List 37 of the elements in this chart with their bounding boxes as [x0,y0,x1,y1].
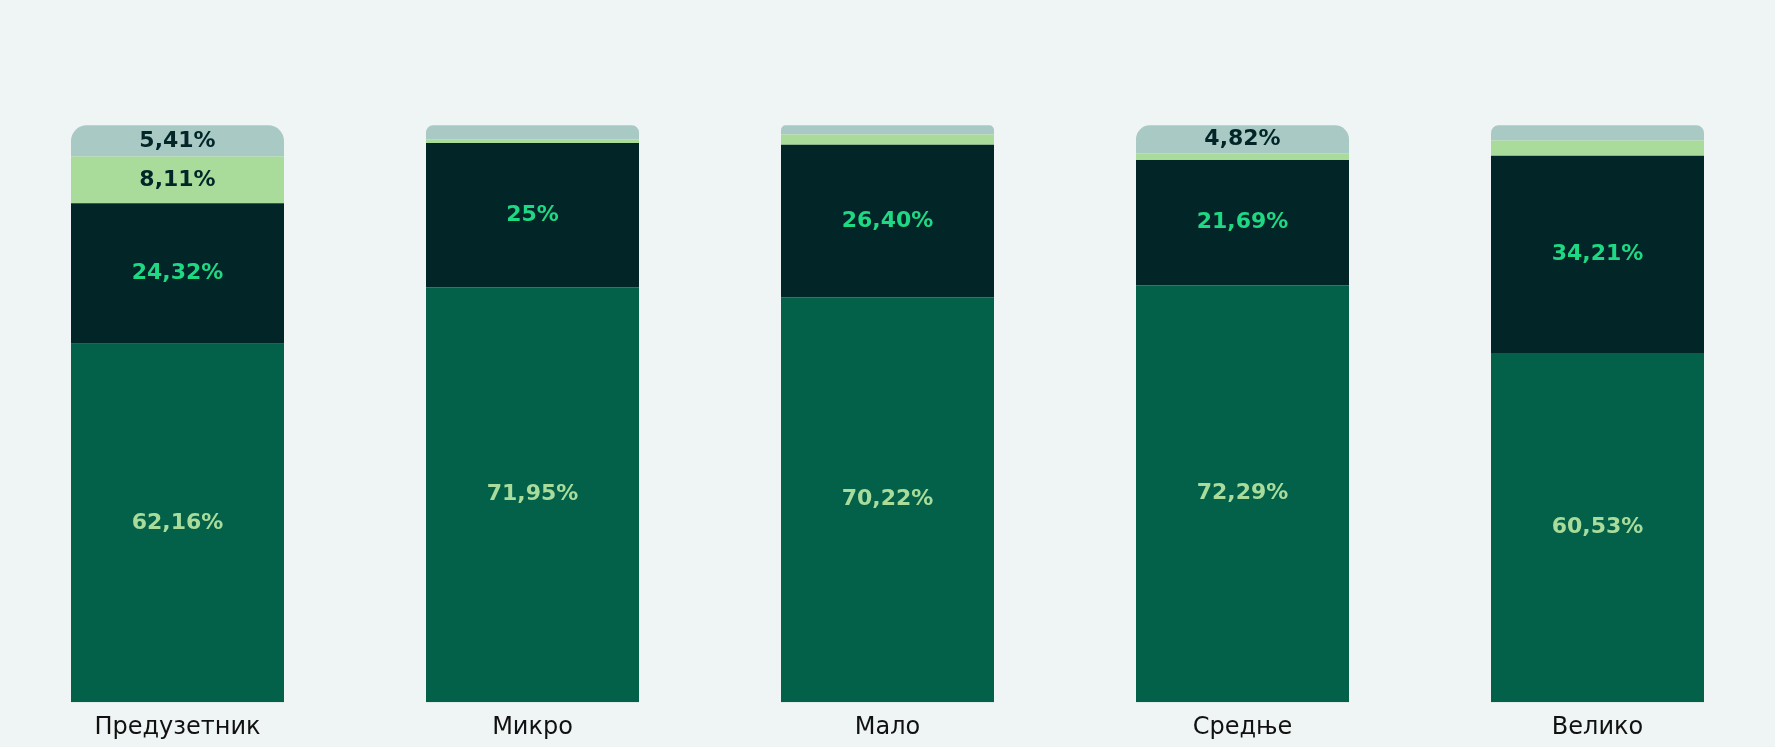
x-tick-label: Мало [854,711,921,740]
x-tick-label: Средње [1192,711,1293,740]
data-label: 72,29% [1196,479,1289,505]
bar [781,134,994,145]
data-label: 60,53% [1551,513,1644,539]
bar [426,125,639,140]
x-tick-label: Микро [492,711,573,740]
bar [71,156,284,204]
bar [71,203,284,344]
data-label: 8,11% [139,165,216,191]
data-label: 25% [506,200,559,226]
data-label: 71,95% [486,480,579,506]
bar [71,125,284,157]
bar [426,142,639,288]
bar [1136,285,1349,703]
data-label: 21,69% [1196,208,1289,234]
bar [781,125,994,135]
bar [781,297,994,703]
bar [426,287,639,703]
bar [1491,125,1704,141]
x-tick-label: Предузетник [94,711,261,740]
data-label: 5,41% [139,126,216,152]
x-tick-label: Велико [1551,711,1644,740]
bar [1491,155,1704,354]
bar [71,343,284,703]
bar [1136,160,1349,286]
bar [1136,153,1349,161]
bar [1491,140,1704,156]
bar [1491,353,1704,703]
bar [426,139,639,143]
data-label: 62,16% [131,508,224,534]
bar [781,144,994,298]
data-label: 4,82% [1204,124,1281,150]
data-label: 70,22% [841,485,934,511]
data-label: 26,40% [841,206,934,232]
data-label: 24,32% [131,259,224,285]
data-label: 34,21% [1551,240,1644,266]
